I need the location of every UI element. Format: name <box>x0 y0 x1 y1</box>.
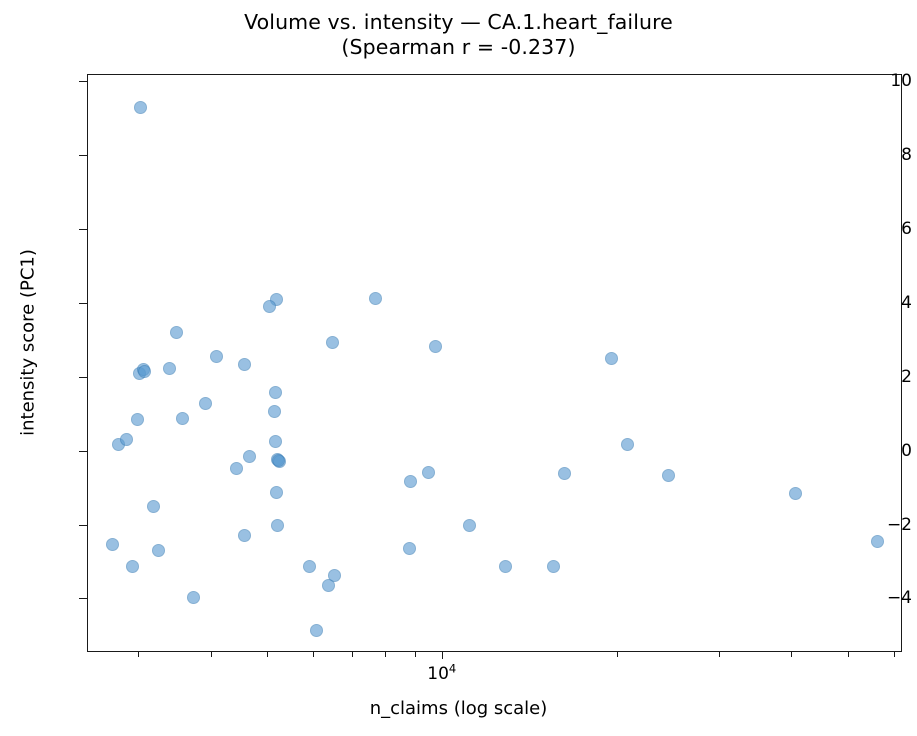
data-point <box>546 560 560 574</box>
data-point <box>402 541 416 555</box>
data-point <box>198 396 212 410</box>
data-point <box>125 559 139 573</box>
y-axis-tick <box>79 524 87 526</box>
data-point <box>262 300 276 314</box>
y-axis-tick-label: −2 <box>886 514 912 535</box>
data-point <box>137 365 151 379</box>
data-point <box>162 361 176 375</box>
x-axis-minor-tick <box>385 652 387 657</box>
data-point <box>268 386 282 400</box>
data-point <box>404 474 418 488</box>
y-axis-tick <box>79 450 87 452</box>
y-axis-tick <box>79 598 87 600</box>
x-axis-minor-tick <box>718 652 720 657</box>
data-point <box>175 411 189 425</box>
data-point <box>238 357 252 371</box>
data-point <box>498 559 512 573</box>
y-axis-tick <box>79 229 87 231</box>
data-point <box>119 432 133 446</box>
x-axis-minor-tick <box>616 652 618 657</box>
y-axis-tick-label: −4 <box>886 588 912 609</box>
x-axis-major-tick-label: 104 <box>427 661 457 684</box>
chart-title-block: Volume vs. intensity — CA.1.heart_failur… <box>0 10 917 60</box>
data-point <box>271 454 285 468</box>
data-point <box>209 349 223 363</box>
x-axis-minor-tick <box>266 652 268 657</box>
data-point <box>270 485 284 499</box>
y-axis-tick-label: 6 <box>901 219 912 240</box>
data-point <box>870 534 884 548</box>
data-point <box>267 404 281 418</box>
x-axis-minor-tick <box>893 652 895 657</box>
data-point <box>462 518 476 532</box>
data-point <box>170 325 184 339</box>
data-points-layer <box>88 75 901 651</box>
data-point <box>789 486 803 500</box>
data-point <box>428 339 442 353</box>
data-point <box>230 462 244 476</box>
data-point <box>147 499 161 513</box>
data-point <box>662 468 676 482</box>
y-axis-label: intensity score (PC1) <box>17 249 39 436</box>
y-axis-tick-label: 10 <box>890 71 912 92</box>
data-point <box>303 560 317 574</box>
x-axis-minor-tick <box>351 652 353 657</box>
x-axis-major-tick <box>441 652 443 659</box>
y-axis-tick <box>79 155 87 157</box>
data-point <box>621 437 634 451</box>
data-point <box>325 336 339 350</box>
data-point <box>152 543 165 557</box>
x-axis-minor-tick <box>791 652 793 657</box>
y-axis-tick-label: 8 <box>901 145 912 166</box>
y-axis-tick <box>79 376 87 378</box>
data-point <box>321 579 335 593</box>
data-point <box>134 100 148 114</box>
x-axis-minor-tick <box>312 652 314 657</box>
y-axis-tick <box>79 302 87 304</box>
y-axis-tick-label: 2 <box>901 366 912 387</box>
data-point <box>186 591 200 605</box>
data-point <box>106 538 119 552</box>
x-axis-minor-tick <box>138 652 140 657</box>
data-point <box>242 449 256 463</box>
data-point <box>130 413 144 427</box>
plot-area <box>87 74 902 652</box>
data-point <box>271 519 285 533</box>
chart-subtitle: (Spearman r = -0.237) <box>341 35 576 59</box>
x-axis-minor-tick <box>847 652 849 657</box>
data-point <box>557 467 571 481</box>
data-point <box>604 352 618 366</box>
x-axis-minor-tick <box>415 652 417 657</box>
y-axis-tick <box>79 81 87 83</box>
data-point <box>368 291 382 305</box>
y-axis-tick-label: 4 <box>901 292 912 313</box>
data-point <box>309 624 323 638</box>
data-point <box>269 435 283 449</box>
x-axis-minor-tick <box>210 652 212 657</box>
x-axis-label: n_claims (log scale) <box>369 698 548 719</box>
y-axis-tick-label: 0 <box>901 440 912 461</box>
data-point <box>238 529 252 543</box>
data-point <box>422 465 435 479</box>
chart-title: Volume vs. intensity — CA.1.heart_failur… <box>244 10 673 34</box>
